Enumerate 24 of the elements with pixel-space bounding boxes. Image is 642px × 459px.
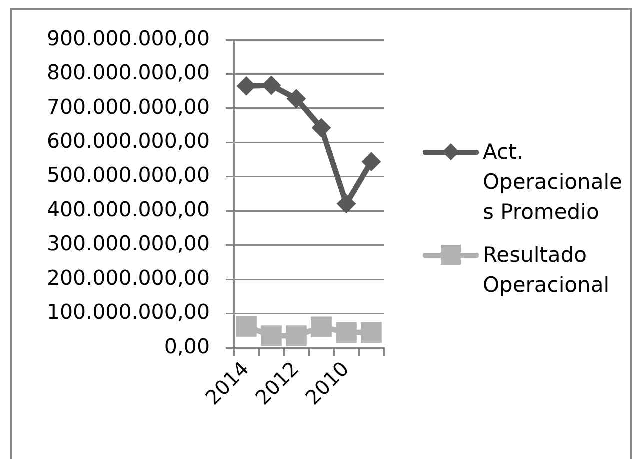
point — [336, 322, 357, 343]
point — [311, 316, 332, 338]
point — [287, 89, 306, 108]
y-tick-label: 700.000.000,00 — [46, 94, 210, 119]
point — [361, 322, 382, 343]
legend-label: Act. Operacionales Promedio — [483, 139, 624, 226]
point — [261, 326, 282, 346]
y-tick-label: 600.000.000,00 — [46, 128, 210, 153]
y-tick-label: 200.000.000,00 — [46, 266, 210, 290]
y-tick-label: 800.000.000,00 — [46, 60, 210, 85]
y-tick-label: 300.000.000,00 — [46, 232, 210, 256]
point — [337, 194, 356, 214]
legend-label: Resultado Operacional — [483, 242, 611, 299]
y-tick-label: 100.000.000,00 — [46, 300, 210, 324]
point — [237, 76, 256, 96]
point — [362, 152, 381, 172]
point — [312, 118, 331, 138]
y-tick-label: 400.000.000,00 — [46, 197, 210, 222]
point — [236, 316, 257, 337]
point — [262, 76, 281, 96]
y-tick-label: 500.000.000,00 — [46, 163, 210, 188]
point — [286, 326, 307, 346]
y-tick-label: 900.000.000,00 — [46, 26, 210, 50]
y-tick-label: 0,00 — [164, 334, 210, 358]
